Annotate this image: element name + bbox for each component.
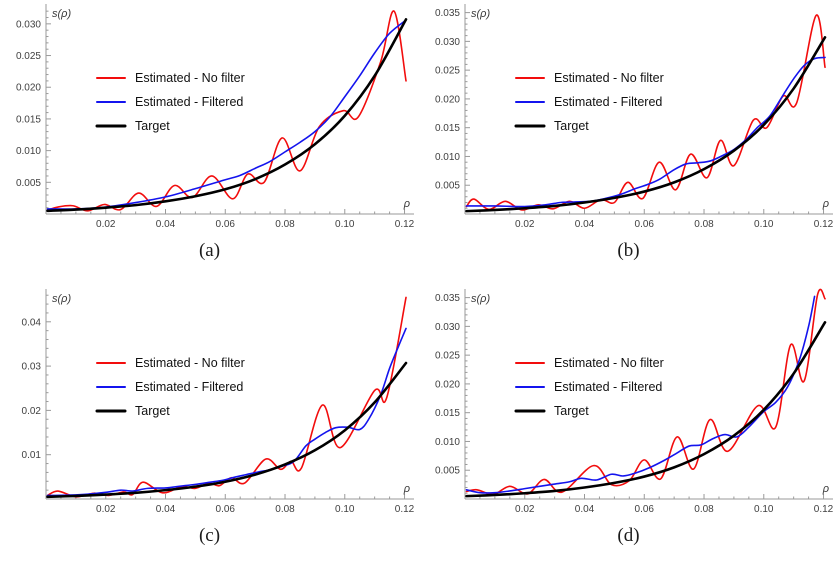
x-tick-label: 0.08 <box>275 504 295 515</box>
y-tick-label: 0.010 <box>435 152 460 163</box>
y-tick-label: 0.030 <box>16 19 41 30</box>
x-tick-label: 0.02 <box>515 219 535 230</box>
y-tick-label: 0.005 <box>435 181 460 192</box>
y-axis-label: s(ρ) <box>471 293 490 305</box>
y-tick-label: 0.030 <box>435 37 460 48</box>
x-tick-label: 0.10 <box>335 504 355 515</box>
subplot-c-caption: (c) <box>198 525 221 546</box>
y-tick-label: 0.005 <box>435 466 460 477</box>
series-estimated-filtered <box>46 19 407 210</box>
x-tick-label: 0.06 <box>216 219 236 230</box>
legend-entry: Estimated - Filtered <box>135 380 243 394</box>
series-estimated-no-filter <box>46 296 407 498</box>
series-target <box>46 361 408 499</box>
y-tick-label: 0.025 <box>16 51 41 62</box>
legend-entry: Estimated - No filter <box>554 71 664 85</box>
x-tick-label: 0.12 <box>395 219 415 230</box>
x-tick-label: 0.04 <box>575 504 595 515</box>
subplot-d-caption: (d) <box>617 525 640 546</box>
legend-entry: Estimated - No filter <box>554 356 664 370</box>
subplot-b-caption: (b) <box>617 240 640 261</box>
series-target <box>465 321 827 498</box>
x-tick-label: 0.02 <box>96 219 116 230</box>
y-tick-label: 0.015 <box>16 114 41 125</box>
legend-entry: Estimated - No filter <box>135 356 245 370</box>
y-tick-label: 0.010 <box>435 437 460 448</box>
legend-entry: Estimated - Filtered <box>135 95 243 109</box>
y-tick-label: 0.02 <box>22 406 42 417</box>
legend-entry: Estimated - No filter <box>135 71 245 85</box>
chart-d: 0.02 0.04 0.06 0.08 0.10 0.12 0.005 0.010 0.015 0… <box>435 288 834 515</box>
y-tick-label: 0.03 <box>22 362 42 373</box>
y-axis-label: s(ρ) <box>471 8 490 20</box>
subplot-a-caption: (a) <box>198 240 221 261</box>
x-tick-label: 0.08 <box>694 504 714 515</box>
legend-entry: Target <box>135 119 170 133</box>
subplot-c: 0.02 0.04 0.06 0.08 0.10 0.12 0.01 0.02 0.03 0.04… <box>0 287 419 548</box>
x-tick-label: 0.06 <box>635 219 655 230</box>
x-tick-label: 0.08 <box>694 219 714 230</box>
y-tick-label: 0.025 <box>435 66 460 77</box>
y-tick-label: 0.020 <box>435 94 460 105</box>
chart-b: 0.02 0.04 0.06 0.08 0.10 0.12 0.005 0.010 0.015 0… <box>435 4 834 230</box>
x-axis-label: ρ <box>822 483 829 495</box>
y-tick-label: 0.030 <box>435 322 460 333</box>
subplot-a: 0.02 0.04 0.06 0.08 0.10 0.12 0.005 0.010 0.015 0… <box>0 2 419 263</box>
y-tick-label: 0.01 <box>22 450 42 461</box>
x-tick-label: 0.12 <box>814 219 834 230</box>
subplot-d: 0.02 0.04 0.06 0.08 0.10 0.12 0.005 0.010 0.015 0… <box>419 287 838 548</box>
x-tick-label: 0.10 <box>754 504 774 515</box>
series-target <box>465 36 827 213</box>
x-axis-label: ρ <box>403 483 410 495</box>
y-axis-label: s(ρ) <box>52 293 71 305</box>
series-estimated-no-filter <box>46 10 407 212</box>
chart-a: 0.02 0.04 0.06 0.08 0.10 0.12 0.005 0.010 0.015 0… <box>16 4 415 230</box>
y-tick-label: 0.005 <box>16 178 41 189</box>
y-tick-label: 0.020 <box>435 379 460 390</box>
y-tick-label: 0.025 <box>435 351 460 362</box>
y-tick-label: 0.04 <box>22 317 42 328</box>
legend-entry: Target <box>554 119 589 133</box>
y-tick-label: 0.035 <box>435 8 460 19</box>
y-tick-label: 0.035 <box>435 293 460 304</box>
x-axis-label: ρ <box>822 198 829 210</box>
x-tick-label: 0.06 <box>635 504 655 515</box>
legend-entry: Target <box>135 404 170 418</box>
y-tick-label: 0.020 <box>16 83 41 94</box>
series-target <box>46 18 408 213</box>
x-tick-label: 0.04 <box>156 504 176 515</box>
y-tick-label: 0.015 <box>435 408 460 419</box>
x-axis-label: ρ <box>403 198 410 210</box>
series-estimated-filtered <box>46 327 407 497</box>
x-tick-label: 0.10 <box>335 219 355 230</box>
legend-entry: Target <box>554 404 589 418</box>
x-tick-label: 0.02 <box>96 504 116 515</box>
y-tick-label: 0.015 <box>435 123 460 134</box>
series-estimated-filtered <box>465 295 816 494</box>
legend-entry: Estimated - Filtered <box>554 95 662 109</box>
figure-grid: 0.02 0.04 0.06 0.08 0.10 0.12 0.005 0.010 0.015 0… <box>0 2 838 548</box>
y-axis-label: s(ρ) <box>52 8 71 20</box>
series-estimated-no-filter <box>465 288 826 496</box>
x-tick-label: 0.08 <box>275 219 295 230</box>
x-tick-label: 0.02 <box>515 504 535 515</box>
x-tick-label: 0.12 <box>395 504 415 515</box>
chart-c: 0.02 0.04 0.06 0.08 0.10 0.12 0.01 0.02 0.03 0.04… <box>22 289 415 515</box>
series-estimated-no-filter <box>465 14 826 211</box>
series-estimated-filtered <box>465 56 826 208</box>
x-tick-label: 0.04 <box>156 219 176 230</box>
x-tick-label: 0.12 <box>814 504 834 515</box>
x-tick-label: 0.10 <box>754 219 774 230</box>
subplot-b: 0.02 0.04 0.06 0.08 0.10 0.12 0.005 0.010 0.015 0… <box>419 2 838 263</box>
legend-entry: Estimated - Filtered <box>554 380 662 394</box>
x-tick-label: 0.04 <box>575 219 595 230</box>
y-tick-label: 0.010 <box>16 146 41 157</box>
x-tick-label: 0.06 <box>216 504 236 515</box>
